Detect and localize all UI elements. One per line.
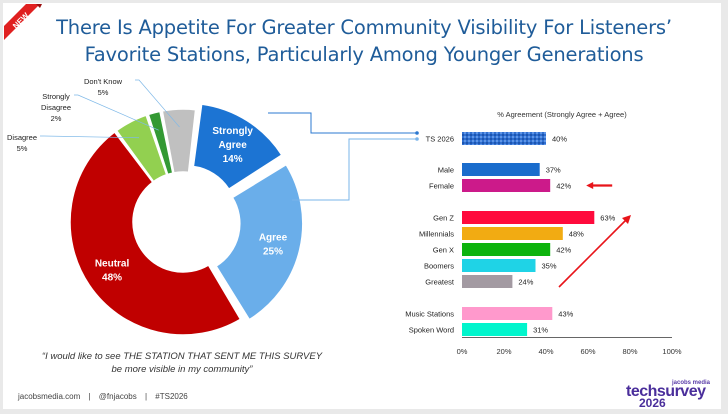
callout-line-strongly-disagree — [74, 94, 159, 131]
bar-category-label-music-stations: Music Stations — [405, 310, 454, 319]
bar-boomers — [462, 259, 536, 272]
donut-label-agree: 25% — [263, 246, 283, 257]
trend-arrow-head — [622, 215, 631, 224]
bar-millennials — [462, 227, 563, 240]
logo-brand: techsurvey — [626, 383, 706, 400]
footer-website-link[interactable]: jacobsmedia.com — [18, 392, 81, 401]
connector-line-strongly-agree — [268, 112, 417, 134]
donut-label-strongly-agree: Strongly — [212, 126, 253, 137]
bar-female — [462, 179, 551, 192]
x-tick-label: 60% — [580, 347, 595, 356]
connector-line-agree — [292, 138, 417, 201]
donut-slice-strongly-agree — [192, 103, 283, 191]
donut-label-strongly-agree: 14% — [223, 154, 243, 165]
bar-spoken-word — [462, 323, 528, 336]
donut-callout-label-strongly-disagree: Strongly — [42, 92, 70, 101]
bar-value-label-spoken-word: 31% — [533, 326, 548, 335]
bar-value-label-millennials: 48% — [569, 230, 584, 239]
donut-label-neutral: Neutral — [95, 259, 130, 270]
ribbon-shape — [4, 4, 40, 40]
bar-value-label-boomers: 35% — [542, 262, 557, 271]
x-tick-label: 40% — [538, 347, 553, 356]
footer-separator: | — [88, 392, 91, 401]
footer-separator: | — [144, 392, 148, 401]
quote-line-2: be more visible in my community” — [111, 364, 253, 375]
donut-slice-don-t-know — [161, 108, 197, 174]
x-tick-label: 100% — [662, 347, 682, 356]
bar-category-label-millennials: Millennials — [419, 230, 454, 239]
donut-callout-label-don-t-know: Don't Know — [84, 77, 123, 86]
connector-dot — [415, 131, 419, 135]
donut-slice-agree — [215, 163, 304, 321]
bar-gen-x — [462, 243, 551, 256]
bar-greatest — [462, 275, 513, 288]
donut-slice-strongly-disagree — [147, 110, 174, 176]
donut-callout-label-strongly-disagree: Disagree — [41, 103, 71, 112]
bar-category-label-boomers: Boomers — [424, 262, 454, 271]
connector-dot — [415, 137, 419, 141]
donut-callout-label-don-t-know: 5% — [98, 88, 109, 97]
bar-category-label-ts-2026: TS 2026 — [426, 135, 454, 144]
bar-chart: % Agreement (Strongly Agree + Agree) TS 2… — [268, 110, 682, 356]
donut-slice-disagree — [115, 114, 168, 183]
donut-callout-label-disagree: 5% — [17, 144, 28, 153]
bar-music-stations — [462, 307, 553, 320]
donut-callout-label-strongly-disagree: 2% — [51, 114, 62, 123]
trend-arrow-shaft — [558, 219, 627, 288]
x-tick-label: 20% — [496, 347, 511, 356]
quote-line-1: “I would like to see THE STATION THAT SE… — [41, 351, 323, 362]
callout-line-disagree — [40, 135, 140, 139]
donut-slice-neutral — [69, 130, 242, 336]
bar-value-label-gen-x: 42% — [556, 246, 571, 255]
bar-male — [462, 163, 540, 176]
bar-value-label-female: 42% — [556, 182, 571, 191]
bar-category-label-gen-x: Gen X — [433, 246, 454, 255]
bar-value-label-gen-z: 63% — [600, 214, 615, 223]
bar-category-label-male: Male — [438, 166, 454, 175]
x-tick-label: 80% — [622, 347, 637, 356]
new-ribbon-badge: NEW — [4, 4, 42, 40]
respondent-quote: “I would like to see THE STATION THAT SE… — [0, 350, 364, 376]
bar-value-label-male: 37% — [546, 166, 561, 175]
bar-category-label-female: Female — [429, 182, 454, 191]
logo-year: 2026 — [639, 396, 666, 410]
x-tick-label: 0% — [457, 347, 468, 356]
donut-callout-label-disagree: Disagree — [7, 133, 37, 142]
ribbon-fold — [36, 4, 42, 8]
bar-gen-z — [462, 211, 595, 224]
bar-value-label-greatest: 24% — [518, 278, 533, 287]
bar-category-label-gen-z: Gen Z — [433, 214, 454, 223]
footer-twitter-handle[interactable]: @fnjacobs — [98, 392, 137, 401]
donut-label-neutral: 48% — [102, 273, 122, 284]
bar-category-label-greatest: Greatest — [425, 278, 455, 287]
techsurvey-logo: jacobs media techsurvey 2026 — [622, 380, 722, 410]
title-line-2: Favorite Stations, Particularly Among Yo… — [84, 43, 644, 66]
logo-company: jacobs media — [672, 380, 711, 386]
title-line-1: There Is Appetite For Greater Community … — [56, 16, 672, 39]
bar-ts-2026 — [462, 132, 546, 145]
highlight-arrow-head — [586, 182, 594, 189]
bar-value-label-ts-2026: 40% — [552, 135, 567, 144]
footer-hashtag: #TS2026 — [155, 392, 188, 401]
donut-label-strongly-agree: Agree — [218, 140, 247, 151]
bar-chart-title: % Agreement (Strongly Agree + Agree) — [497, 110, 627, 119]
callout-line-don-t-know — [135, 79, 180, 128]
donut-chart: Strongly Agree 14% Agree 25% Neutral 48% Disagr… — [7, 77, 304, 336]
donut-label-agree: Agree — [259, 232, 288, 243]
footer: jacobsmedia.com | @fnjacobs | #TS2026 — [18, 392, 194, 401]
page-title: There Is Appetite For Greater Community … — [0, 14, 728, 68]
bar-category-label-spoken-word: Spoken Word — [409, 326, 454, 335]
bar-value-label-music-stations: 43% — [558, 310, 573, 319]
